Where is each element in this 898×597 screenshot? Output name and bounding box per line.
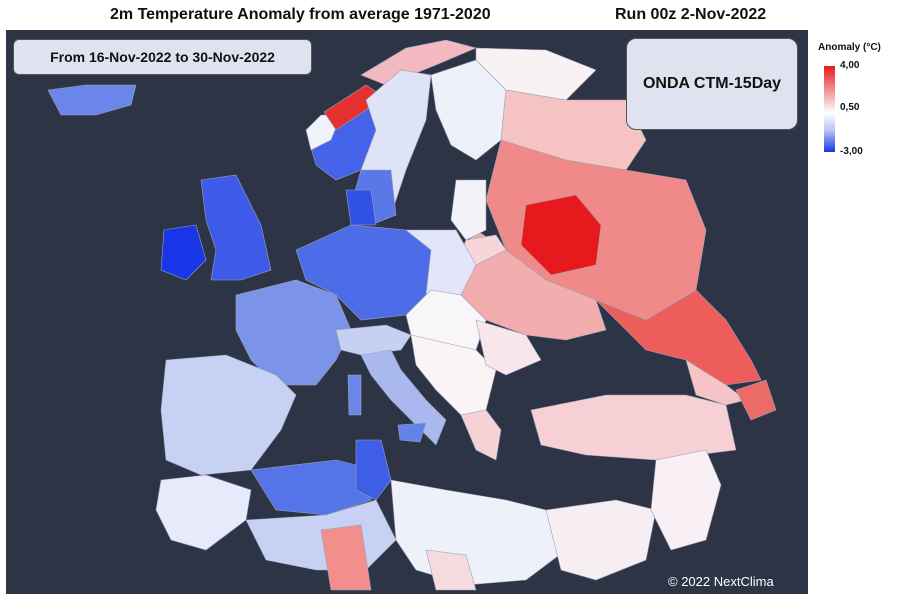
region-romania xyxy=(475,319,542,376)
model-box: ONDA CTM-15Day xyxy=(626,38,798,130)
map-canvas xyxy=(47,39,777,591)
region-iceland xyxy=(47,84,137,116)
region-caucasus xyxy=(685,359,747,406)
region-tunisia xyxy=(355,439,392,501)
region-egypt xyxy=(545,499,657,581)
region-middle-east xyxy=(650,449,722,551)
region-moscow xyxy=(520,194,602,276)
region-iberia xyxy=(160,354,297,476)
region-iran-north xyxy=(735,379,777,421)
region-alps xyxy=(335,324,412,356)
region-ireland xyxy=(160,224,207,281)
region-italy xyxy=(360,349,447,446)
legend-title: Anomaly (°C) xyxy=(818,42,881,53)
region-france xyxy=(235,279,352,386)
region-morocco xyxy=(155,474,252,551)
region-sicily xyxy=(397,422,427,443)
header: 2m Temperature Anomaly from average 1971… xyxy=(0,4,898,28)
legend-min: -3,00 xyxy=(840,146,863,157)
region-greece xyxy=(460,409,502,461)
period-box: From 16-Nov-2022 to 30-Nov-2022 xyxy=(13,39,312,75)
region-sahara-warm xyxy=(320,524,372,591)
run-label: Run 00z 2-Nov-2022 xyxy=(615,6,767,23)
region-algeria-north xyxy=(250,459,377,516)
region-sardinia xyxy=(347,374,362,416)
legend-mid: 0,50 xyxy=(840,102,860,113)
region-uk xyxy=(200,174,272,281)
region-russia-south xyxy=(595,289,762,386)
legend: Anomaly (°C) 4,00 0,50 -3,00 xyxy=(812,38,898,168)
copyright: © 2022 NextClima xyxy=(668,574,774,589)
anomaly-map: From 16-Nov-2022 to 30-Nov-2022 ONDA CTM… xyxy=(6,30,808,594)
legend-color-bar xyxy=(824,66,835,152)
map-title: 2m Temperature Anomaly from average 1971… xyxy=(110,6,491,23)
region-turkey xyxy=(530,394,737,461)
region-baltics xyxy=(450,179,487,241)
legend-max: 4,00 xyxy=(840,60,860,71)
region-libya xyxy=(390,479,567,586)
region-denmark xyxy=(345,189,377,226)
region-libya-east xyxy=(425,549,477,591)
